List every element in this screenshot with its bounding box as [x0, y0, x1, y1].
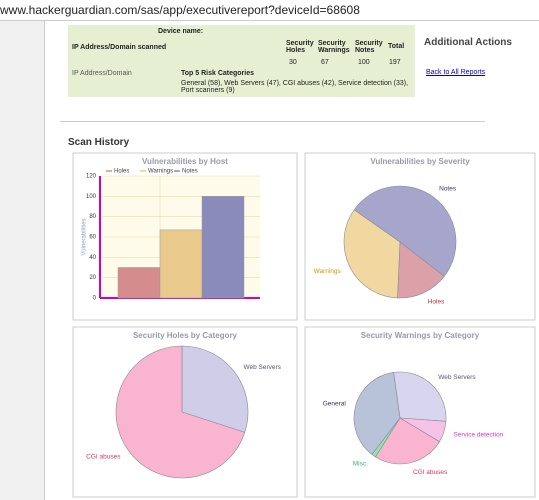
sidebar: [0, 21, 45, 500]
actions-title: Additional Actions: [424, 37, 512, 48]
slice-label: Service detection: [453, 432, 503, 439]
count-warnings: 67: [321, 59, 329, 66]
count-total: 197: [389, 59, 401, 66]
y-tick-label: 80: [89, 214, 96, 220]
legend-label: Holes: [114, 169, 129, 175]
address-bar[interactable]: www.hackerguardian.com/sas/app/executive…: [0, 0, 539, 21]
y-tick-label: 40: [89, 255, 96, 261]
bar: [159, 229, 203, 299]
slice-label: Notes: [439, 186, 457, 193]
count-holes: 30: [289, 59, 297, 66]
chart-title: Security Warnings by Category: [361, 331, 480, 340]
chart-title: Vulnerabilities by Host: [142, 157, 228, 166]
y-axis-label: Vulnerabilities: [82, 218, 88, 255]
slice-label: General: [323, 400, 347, 407]
pie-slice: [181, 345, 249, 433]
slice-label: Holes: [428, 299, 445, 306]
ip-label: IP Address/Domain: [72, 70, 132, 77]
slice-label: CGI abuses: [413, 469, 448, 476]
slice-label: Web Servers: [243, 364, 281, 371]
y-tick-label: 120: [86, 174, 97, 180]
pie-slice: [397, 241, 445, 299]
count-notes: 100: [358, 59, 370, 66]
pie-slice: [343, 209, 401, 299]
scan-history-title: Scan History: [68, 137, 130, 148]
header-notes: Security Notes: [355, 40, 383, 54]
pie-slice: [353, 372, 401, 455]
summary-box: [68, 25, 415, 97]
bar: [117, 267, 161, 299]
y-tick-label: 60: [89, 235, 96, 241]
top5-label: Top 5 Risk Categories: [181, 70, 255, 77]
back-link[interactable]: Back to All Reports: [426, 69, 486, 76]
slice-label: Misc.: [353, 461, 368, 468]
pie-slice: [353, 185, 457, 277]
slice-label: Web Servers: [438, 374, 476, 381]
pie-slice: [375, 417, 440, 465]
divider: [60, 121, 485, 122]
device-name-label: Device name:: [158, 28, 204, 35]
slice-label: Warnings: [314, 268, 342, 275]
y-tick-label: 100: [86, 194, 97, 200]
pie-slice: [115, 345, 246, 479]
y-tick-label: 0: [93, 296, 97, 302]
top5-text: General (58), Web Servers (47), CGI abus…: [181, 80, 409, 94]
header-warnings: Security Warnings: [318, 40, 350, 54]
header-holes: Security Holes: [286, 40, 314, 54]
slice-label: CGI abuses: [86, 453, 121, 460]
legend-label: Warnings: [148, 169, 173, 175]
chart-title: Security Holes by Category: [133, 331, 238, 340]
legend-label: Notes: [182, 169, 198, 175]
y-tick-label: 20: [89, 275, 96, 281]
ip-scanned-label: IP Address/Domain scanned: [72, 44, 167, 51]
chart-title: Vulnerabilities by Severity: [370, 157, 470, 166]
pie-slice: [393, 371, 447, 422]
header-total: Total: [388, 43, 405, 50]
bar: [201, 196, 245, 299]
